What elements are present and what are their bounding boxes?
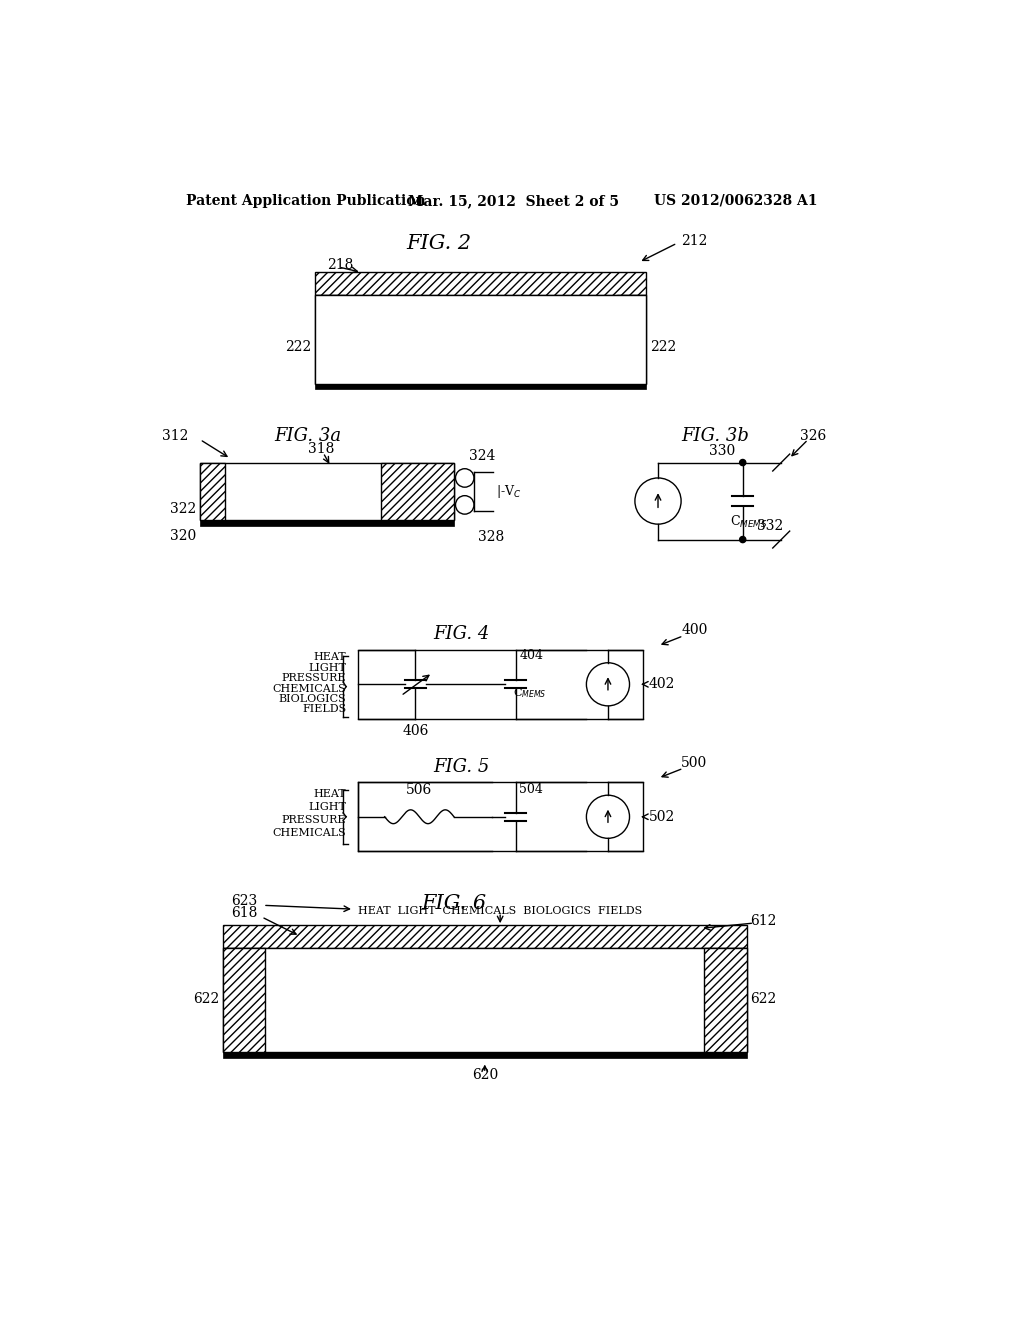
Text: 618: 618 bbox=[231, 906, 258, 920]
Bar bbox=[357, 649, 643, 719]
Text: 322: 322 bbox=[170, 502, 196, 516]
Text: FIG. 2: FIG. 2 bbox=[406, 234, 471, 252]
Bar bbox=[315, 296, 345, 384]
Text: FIG. 5: FIG. 5 bbox=[433, 758, 489, 776]
Bar bbox=[315, 296, 646, 384]
Bar bbox=[200, 462, 224, 520]
Text: 620: 620 bbox=[472, 1068, 498, 1081]
Text: 312: 312 bbox=[162, 429, 188, 442]
Text: 222: 222 bbox=[286, 341, 311, 354]
Bar bbox=[223, 1052, 746, 1057]
Text: 502: 502 bbox=[649, 809, 675, 824]
Text: 504: 504 bbox=[519, 783, 544, 796]
Text: FIG. 6: FIG. 6 bbox=[422, 894, 486, 913]
Circle shape bbox=[739, 536, 745, 543]
Bar bbox=[617, 296, 646, 384]
Text: 406: 406 bbox=[402, 723, 429, 738]
Text: 404: 404 bbox=[519, 649, 544, 663]
Text: 506: 506 bbox=[407, 783, 432, 797]
Text: 623: 623 bbox=[231, 895, 258, 908]
Text: |-V$_C$: |-V$_C$ bbox=[496, 483, 521, 500]
Bar bbox=[223, 948, 265, 1052]
Bar bbox=[200, 520, 454, 525]
Text: HEAT  LIGHT  CHEMICALS  BIOLOGICS  FIELDS: HEAT LIGHT CHEMICALS BIOLOGICS FIELDS bbox=[358, 906, 642, 916]
Text: LIGHT: LIGHT bbox=[308, 663, 346, 673]
Text: C$_{MEMS}$: C$_{MEMS}$ bbox=[730, 515, 768, 531]
Text: 622: 622 bbox=[193, 993, 219, 1006]
Text: 320: 320 bbox=[170, 529, 196, 543]
Text: LIGHT: LIGHT bbox=[308, 801, 346, 812]
Text: 326: 326 bbox=[801, 429, 826, 442]
Text: CHEMICALS: CHEMICALS bbox=[272, 828, 346, 838]
Text: 212: 212 bbox=[681, 234, 708, 248]
Text: FIG. 3a: FIG. 3a bbox=[274, 426, 341, 445]
Bar bbox=[223, 924, 746, 948]
Text: C$_{MEMS}$: C$_{MEMS}$ bbox=[513, 686, 547, 701]
Bar bbox=[705, 948, 746, 1052]
Text: CHEMICALS: CHEMICALS bbox=[272, 684, 346, 693]
Text: Patent Application Publication: Patent Application Publication bbox=[186, 194, 426, 207]
Text: PRESSURE: PRESSURE bbox=[282, 673, 346, 684]
Bar bbox=[223, 948, 746, 1052]
Text: FIELDS: FIELDS bbox=[302, 705, 346, 714]
Text: Mar. 15, 2012  Sheet 2 of 5: Mar. 15, 2012 Sheet 2 of 5 bbox=[408, 194, 618, 207]
Bar bbox=[381, 462, 454, 520]
Text: HEAT: HEAT bbox=[313, 652, 346, 663]
Text: HEAT: HEAT bbox=[313, 788, 346, 799]
Bar bbox=[357, 781, 643, 851]
Text: PRESSURE: PRESSURE bbox=[282, 814, 346, 825]
Text: 222: 222 bbox=[650, 341, 677, 354]
Text: FIG. 3b: FIG. 3b bbox=[681, 426, 749, 445]
Text: 622: 622 bbox=[751, 993, 776, 1006]
Circle shape bbox=[739, 459, 745, 466]
Bar bbox=[200, 462, 454, 520]
Bar bbox=[315, 384, 646, 389]
Text: 324: 324 bbox=[469, 449, 495, 463]
Text: BIOLOGICS: BIOLOGICS bbox=[279, 694, 346, 704]
Text: 328: 328 bbox=[478, 531, 504, 544]
Text: 500: 500 bbox=[681, 756, 708, 770]
Text: 332: 332 bbox=[758, 519, 783, 533]
Text: 318: 318 bbox=[307, 442, 334, 455]
Text: 400: 400 bbox=[681, 623, 708, 638]
Text: 402: 402 bbox=[649, 677, 675, 692]
Text: 218: 218 bbox=[327, 257, 353, 272]
Text: 612: 612 bbox=[751, 913, 777, 928]
Text: 330: 330 bbox=[709, 444, 735, 458]
Bar bbox=[315, 272, 646, 296]
Text: FIG. 4: FIG. 4 bbox=[433, 626, 489, 643]
Text: US 2012/0062328 A1: US 2012/0062328 A1 bbox=[654, 194, 817, 207]
